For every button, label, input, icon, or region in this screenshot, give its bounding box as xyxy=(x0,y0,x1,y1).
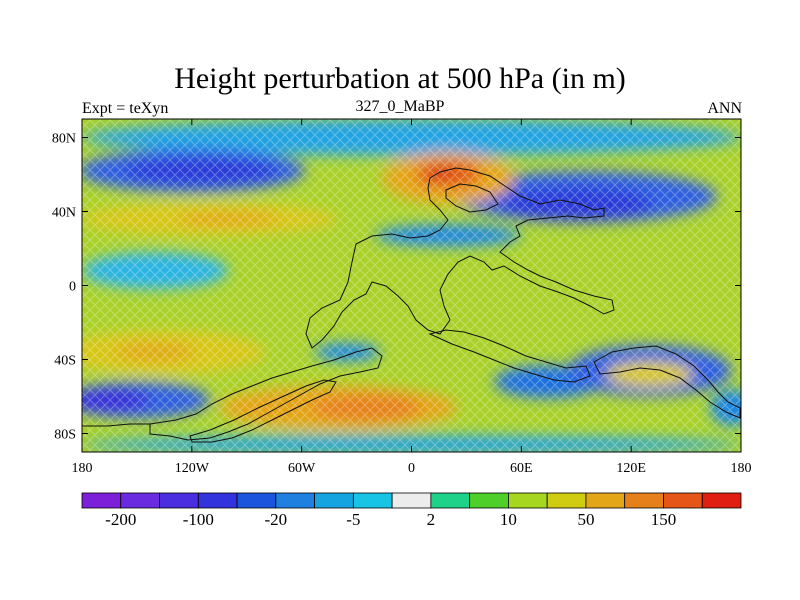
colorbar-box xyxy=(314,492,354,509)
colorbar-label: 10 xyxy=(500,510,517,529)
coastline-south-east-island xyxy=(593,345,741,419)
colorbar-box xyxy=(120,492,160,509)
colorbar-box xyxy=(624,492,664,509)
colorbar-label: -20 xyxy=(264,510,287,529)
lon-tick-label: 0 xyxy=(408,461,415,476)
colorbar-box xyxy=(197,492,238,509)
colorbar-box xyxy=(508,492,548,509)
lat-tick-label: 0 xyxy=(69,280,76,295)
lon-tick-label: 60W xyxy=(288,461,316,476)
colorbar-box xyxy=(275,492,315,509)
lat-tick-label: 40N xyxy=(52,206,76,221)
latitude-axis: 80N 40N 0 40S 80S xyxy=(52,132,741,443)
colorbar-box xyxy=(236,492,277,509)
colorbar-label: -200 xyxy=(105,510,136,529)
lon-tick-label: 60E xyxy=(510,461,533,476)
coastline-southern-landmass xyxy=(149,347,383,441)
colorbar-box xyxy=(701,492,742,509)
season-label: ANN xyxy=(707,100,742,117)
coastline-northern-landmass xyxy=(305,167,615,349)
colorbar-label: 150 xyxy=(651,510,677,529)
lon-tick-label: 120E xyxy=(616,461,646,476)
lat-tick-label: 80N xyxy=(52,132,76,147)
colorbar-label: 2 xyxy=(427,510,436,529)
colorbar-box xyxy=(159,492,199,509)
colorbar-box xyxy=(585,492,626,509)
contour-hatching xyxy=(82,119,741,452)
longitude-axis: 180 120W 60W 0 60E 120E 180 xyxy=(72,119,752,476)
lon-tick-label: 120W xyxy=(175,461,210,476)
colorbar-box xyxy=(391,492,432,509)
coastline-south-ridge xyxy=(428,329,591,383)
experiment-label: Expt = teXyn xyxy=(82,100,169,117)
colorbar: -200 -100 -20 -5 2 10 50 150 xyxy=(81,492,742,529)
colorbar-box xyxy=(81,492,122,509)
colorbar-box xyxy=(546,492,587,509)
colorbar-box xyxy=(430,492,471,509)
colorbar-box xyxy=(663,492,703,509)
contour-field xyxy=(82,119,741,452)
lat-tick-label: 80S xyxy=(54,428,76,443)
time-label: 327_0_MaBP xyxy=(355,98,445,115)
lon-tick-label: 180 xyxy=(72,461,93,476)
colorbar-label: 50 xyxy=(577,510,594,529)
coastline-south-arm xyxy=(189,379,337,443)
coastline-europe-inner xyxy=(445,183,499,213)
colorbar-box xyxy=(352,492,393,509)
colorbar-label: -100 xyxy=(183,510,214,529)
lat-tick-label: 40S xyxy=(54,354,76,369)
continent-outlines xyxy=(82,167,741,443)
plot-title: Height perturbation at 500 hPa (in m) xyxy=(174,62,626,95)
lon-tick-label: 180 xyxy=(731,461,752,476)
colorbar-box xyxy=(469,492,509,509)
colorbar-label: -5 xyxy=(346,510,360,529)
coastline-antarctic-edge xyxy=(82,423,150,427)
